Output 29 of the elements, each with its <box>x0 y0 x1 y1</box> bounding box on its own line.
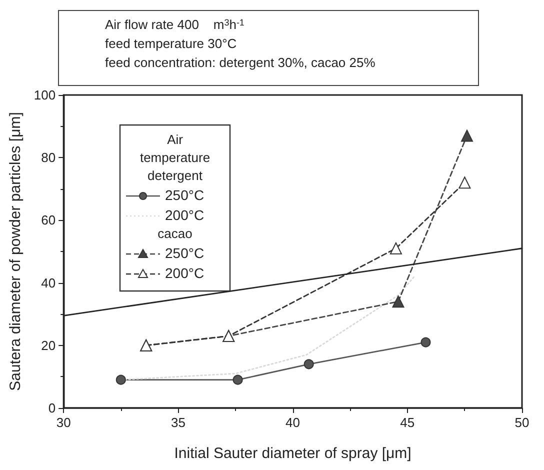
y-tick-label: 80 <box>41 150 56 166</box>
legend-label: 200°C <box>165 265 204 281</box>
point <box>458 176 471 189</box>
point <box>304 359 314 370</box>
text: feed temperature 30°C <box>105 36 237 51</box>
x-axis-title: Initial Sauter diameter of spray [μm] <box>174 445 412 462</box>
point <box>392 296 404 308</box>
x-tick-label: 40 <box>286 415 300 430</box>
point <box>116 374 126 385</box>
y-tick-label: 40 <box>41 275 56 290</box>
y-tick-label: 60 <box>41 212 56 228</box>
annotation: detergent <box>148 168 203 183</box>
point <box>390 242 402 254</box>
x-tick-label: 35 <box>170 415 186 430</box>
legend-label: 250°C <box>165 245 204 261</box>
legend-label: 250°C <box>165 187 204 203</box>
y-tick-label: 20 <box>41 338 56 353</box>
y-tick-label: 100 <box>34 88 56 102</box>
annotation: cacao <box>158 226 192 241</box>
x-tick-label: 50 <box>514 415 530 430</box>
text: feed concentration: detergent 30%, cacao 25% <box>105 55 376 70</box>
point <box>460 130 473 142</box>
point <box>420 337 431 348</box>
y-axis-title: Sautera diameter of powder particles [μm] <box>7 112 24 391</box>
y-tick-label: 0 <box>48 400 56 416</box>
x-tick-label: 45 <box>400 415 415 430</box>
point <box>232 374 243 385</box>
x-tick-label: 30 <box>56 415 71 430</box>
legend-label: 200°C <box>165 207 204 223</box>
